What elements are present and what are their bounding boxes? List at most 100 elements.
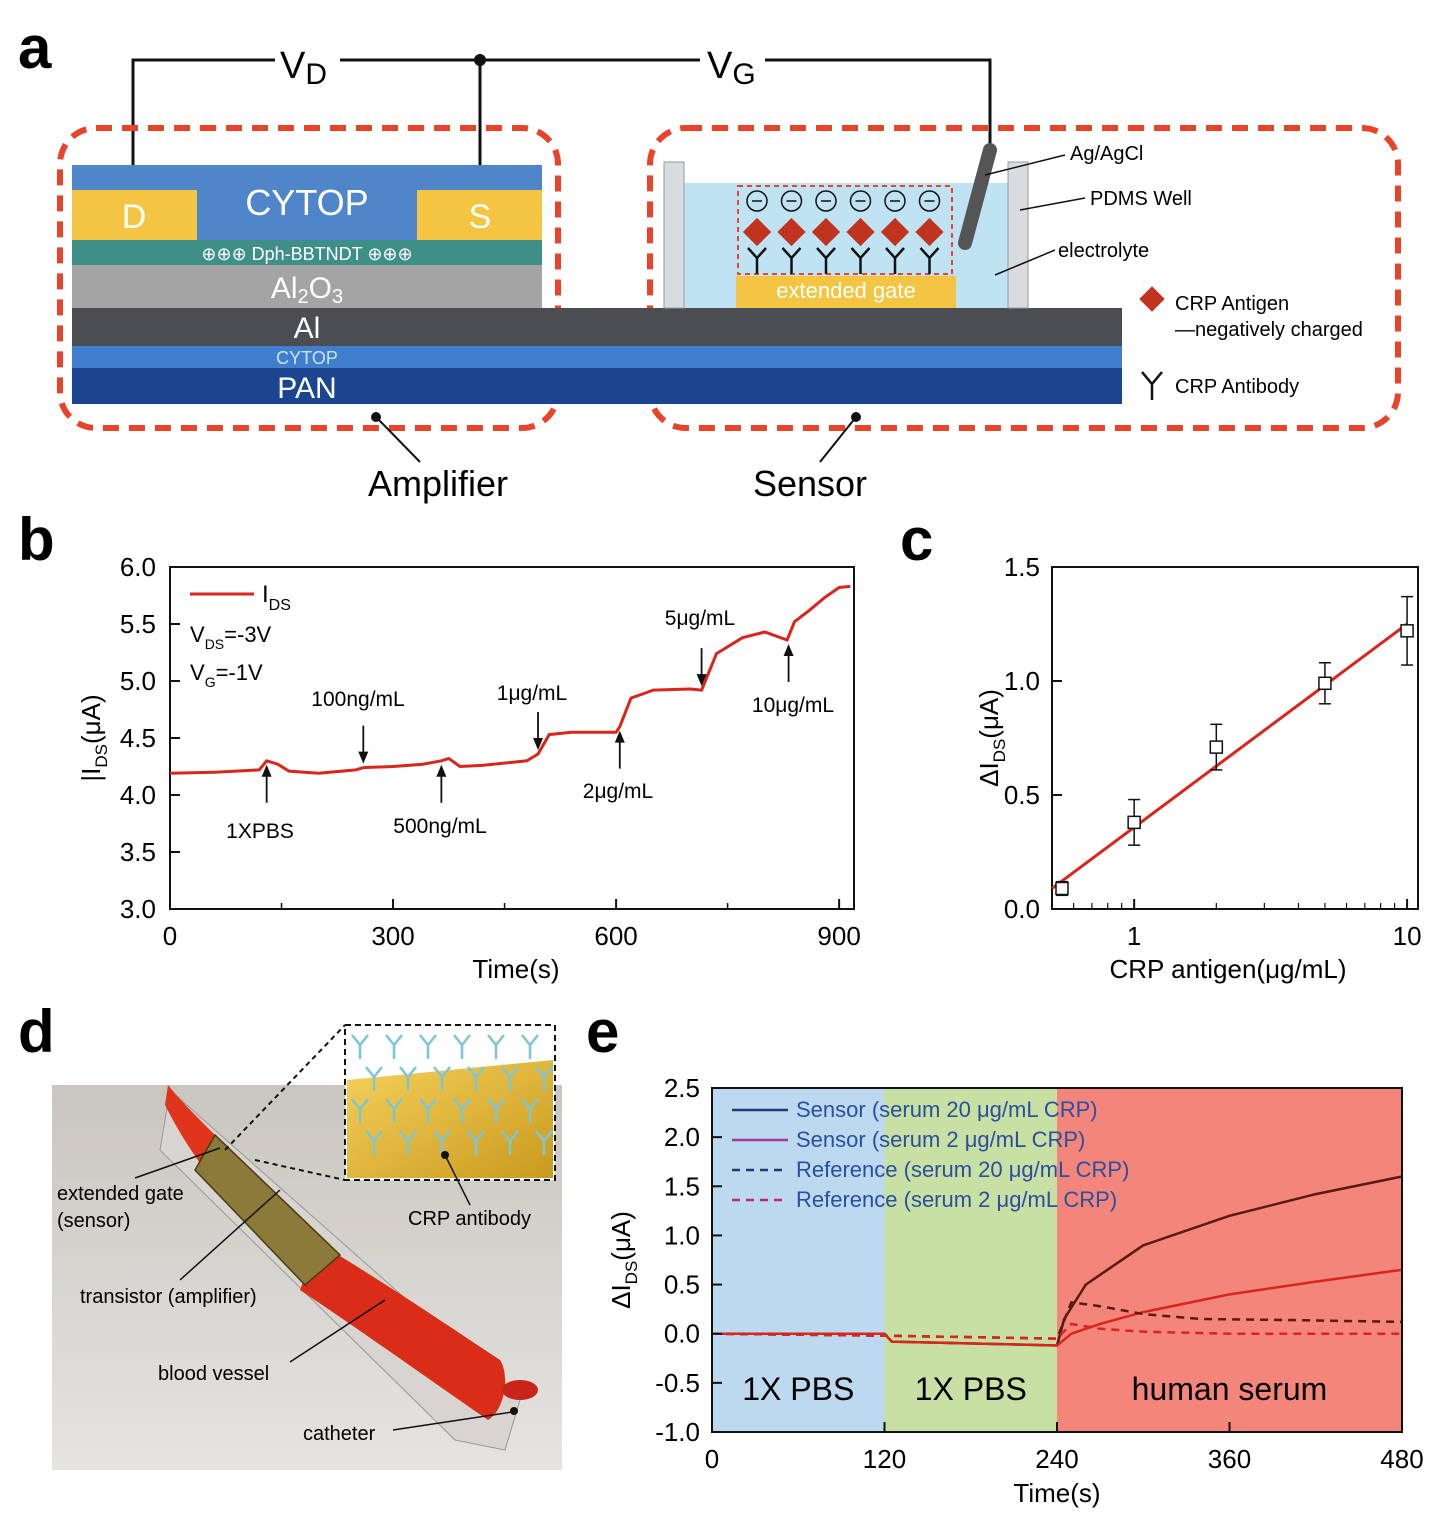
inset-antibody-array [351, 1034, 553, 1155]
antibody-icon [419, 1098, 437, 1123]
y-tick-label: 1.5 [664, 1171, 700, 1201]
panel-e: 1X PBS 1X PBS human serum 0 120 240 360 480 -1.… [606, 1073, 1424, 1508]
antibody-icon [399, 1130, 417, 1155]
callout-catheter-line [392, 1411, 513, 1431]
x-tick-label: 300 [371, 921, 414, 951]
label-cytop-bottom: CYTOP [276, 348, 338, 368]
antibody-icon [816, 247, 836, 274]
legend-label: Reference (serum 20 μg/mL CRP) [796, 1157, 1129, 1182]
panel-letter-d: d [18, 998, 55, 1065]
label-extended-gate: extended gate [776, 278, 915, 303]
legend-antibody-icon [1141, 371, 1163, 400]
x-tick-label: 0 [705, 1444, 719, 1474]
callout-extended-gate-line [134, 1147, 221, 1179]
pdms-wall-left [663, 161, 685, 309]
panel-b-plot-frame [169, 566, 855, 910]
layer-al2o3 [72, 265, 542, 308]
sensor-pointer [819, 416, 857, 463]
x-tick-label: 0 [163, 921, 177, 951]
vd-label: VD [280, 45, 327, 91]
agagcl-electrode [958, 143, 997, 250]
data-point [1209, 740, 1224, 754]
antigen-icon [846, 217, 875, 247]
label-semiconductor: ⊕⊕⊕ Dph-BBTNDT ⊕⊕⊕ [201, 244, 412, 264]
annotation-label: 10μg/mL [752, 694, 834, 717]
annotation-arrowhead [783, 643, 794, 656]
wire-junction [474, 54, 486, 66]
sensor-chip [194, 1133, 342, 1287]
legend-label: Sensor (serum 2 μg/mL CRP) [796, 1127, 1085, 1152]
label-al: Al [294, 312, 321, 345]
label-sensor-d: (sensor) [57, 1210, 130, 1232]
panel-a: VD VG D S CYTOP ⊕⊕⊕ Dph-BBTNDT ⊕⊕⊕ Al2O3… [57, 45, 1401, 504]
antibody-icon [919, 247, 940, 274]
y-tick-label: 2.0 [664, 1122, 700, 1152]
antibody-icon [385, 1034, 403, 1059]
sensor-label: Sensor [753, 463, 867, 504]
panel-e-regions: 1X PBS 1X PBS human serum [712, 1088, 1402, 1432]
amplifier-pointer [375, 416, 421, 463]
panel-b: 0 300 600 900 3.0 3.5 4.0 4.5 5.0 5.5 6.0 IDS VDS=… [76, 552, 861, 984]
antibody-icon [885, 247, 905, 274]
label-extended-gate-d: extended gate [57, 1183, 184, 1205]
x-tick-label: 600 [594, 921, 637, 951]
callout-transistor-line [179, 1189, 281, 1281]
label-catheter: catheter [303, 1423, 376, 1445]
antibody-icon [487, 1034, 505, 1059]
region-label: human serum [1132, 1371, 1328, 1407]
callout-pdms-line [1019, 197, 1086, 211]
label-transistor: transistor (amplifier) [80, 1286, 257, 1308]
panel-c-axes: 1 10 0.0 0.5 1.0 1.5 [1004, 552, 1422, 951]
wire-gate [765, 58, 992, 150]
charge-icon [884, 190, 906, 212]
antibody-icon [535, 1066, 553, 1091]
panel-letter-a: a [18, 14, 52, 81]
annotation-arrowhead [261, 764, 272, 777]
panel-b-condition-vg: VG=-1V [190, 660, 263, 690]
charge-icon [849, 190, 872, 212]
callout-agagcl: Ag/AgCl [1070, 143, 1143, 165]
y-tick-label: 3.0 [120, 894, 156, 924]
label-cytop-top: CYTOP [245, 182, 368, 223]
electrode-source [417, 190, 542, 240]
charge-icon [918, 190, 941, 212]
region-label: 1X PBS [742, 1371, 854, 1407]
callout-vessel-line [289, 1299, 386, 1363]
panel-b-axes: 0 300 600 900 3.0 3.5 4.0 4.5 5.0 5.5 6.0 [120, 552, 861, 951]
annotation-label: 1XPBS [226, 820, 294, 843]
layer-al [72, 308, 1122, 346]
region-band [1057, 1088, 1402, 1432]
label-blood-vessel: blood vessel [158, 1363, 269, 1385]
label-al2o3: Al2O3 [271, 272, 343, 308]
antibody-icon [419, 1034, 437, 1059]
region-band [712, 1088, 885, 1432]
annotation-arrowhead [358, 751, 369, 764]
y-tick-label: 6.0 [120, 552, 156, 582]
y-tick-label: 1.5 [1004, 552, 1040, 582]
y-tick-label: 4.5 [120, 723, 156, 753]
vg-label: VG [707, 45, 756, 91]
antibody-icon [467, 1066, 485, 1091]
charge-icon [780, 190, 803, 212]
region-label: 1X PBS [915, 1371, 1027, 1407]
y-tick-label: 5.0 [120, 666, 156, 696]
panel-c-points [1055, 595, 1414, 897]
legend-antigen-note: —negatively charged [1175, 319, 1363, 341]
y-tick-label: 3.5 [120, 837, 156, 867]
series-line [712, 1268, 1403, 1347]
callout-electrolyte-line [994, 249, 1056, 276]
panel-c: 1 10 0.0 0.5 1.0 1.5 CRP antigen(μg/mL) ΔIDS(… [974, 552, 1422, 984]
panel-b-annotations: 1XPBS 100ng/mL 500ng/mL 1μg/mL 2μg/mL 5μg/mL 1… [226, 607, 834, 843]
antibody-icon [365, 1066, 383, 1091]
annotation-arrowhead [533, 737, 544, 750]
y-tick-label: 0.5 [1004, 780, 1040, 810]
y-tick-label: 2.5 [664, 1073, 700, 1103]
antibody-icon [351, 1098, 369, 1123]
panel-b-ylabel: |IDS(μA) [76, 694, 111, 781]
annotation-label: 2μg/mL [583, 780, 653, 803]
antibody-icon [365, 1130, 383, 1155]
antibody-icon [453, 1098, 471, 1123]
y-tick-label: -1.0 [655, 1417, 700, 1447]
blood-vessel-lower [300, 1250, 506, 1420]
